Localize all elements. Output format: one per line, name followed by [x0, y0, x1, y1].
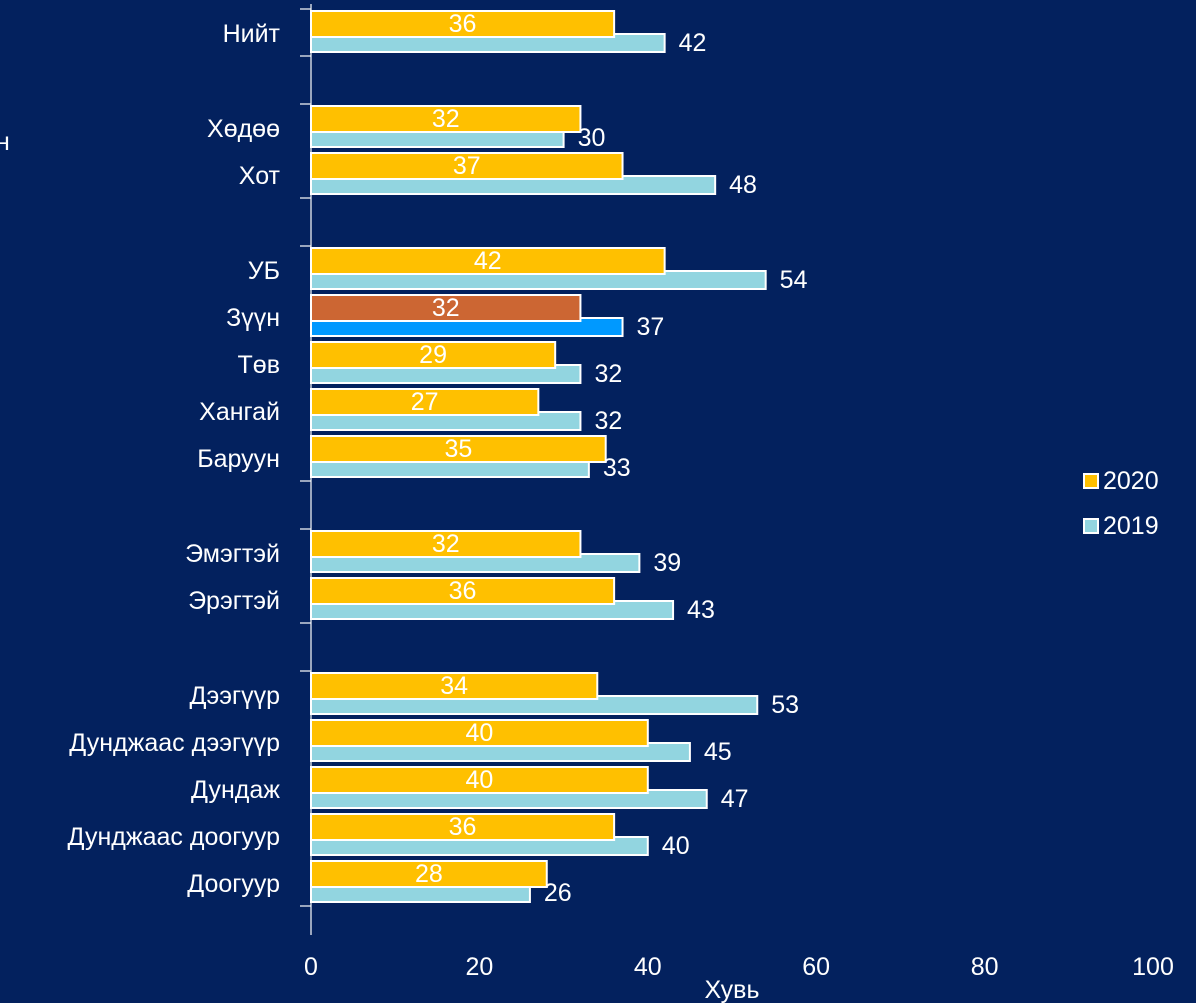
value-label-2020: 35: [444, 435, 472, 463]
category-label: Дунджаас доогуур: [68, 823, 281, 851]
legend-swatch: [1083, 518, 1099, 534]
value-label-2020: 36: [449, 813, 477, 841]
bar-2020: [310, 719, 649, 747]
value-label-2019: 42: [679, 29, 707, 57]
value-label-2020: 32: [432, 530, 460, 558]
category-label: Хот: [239, 162, 281, 190]
bar-2020: [310, 294, 582, 322]
legend: 2020 2019: [1083, 466, 1159, 556]
value-label-2020: 29: [419, 341, 447, 369]
x-tick-label: 0: [304, 953, 318, 981]
legend-item-2020: 2020: [1083, 466, 1159, 496]
x-tick-label: 40: [634, 953, 662, 981]
bar-2020: [310, 152, 624, 180]
x-tick-label: 100: [1132, 953, 1174, 981]
legend-item-2019: 2019: [1083, 511, 1159, 541]
value-label-2019: 32: [594, 407, 622, 435]
value-label-2020: 42: [474, 247, 502, 275]
value-label-2019: 53: [771, 691, 799, 719]
value-label-2019: 45: [704, 738, 732, 766]
category-label: Хангай: [199, 398, 280, 426]
value-label-2020: 36: [449, 10, 477, 38]
category-label: Зүүн: [226, 304, 280, 332]
value-label-2019: 54: [780, 266, 808, 294]
value-label-2019: 40: [662, 832, 690, 860]
category-label: Доогуур: [187, 870, 280, 898]
category-label: Төв: [238, 351, 280, 379]
bar-2020: [310, 530, 582, 558]
value-label-2019: 33: [603, 454, 631, 482]
value-label-2020: 40: [465, 766, 493, 794]
bar-2020: [310, 766, 649, 794]
value-label-2019: 47: [721, 785, 749, 813]
x-tick-label: 80: [971, 953, 999, 981]
value-label-2020: 27: [411, 388, 439, 416]
value-label-2019: 43: [687, 596, 715, 624]
category-label: Дундаж: [191, 776, 280, 804]
value-label-2019: 39: [653, 549, 681, 577]
value-label-2019: 30: [578, 124, 606, 152]
value-label-2020: 32: [432, 294, 460, 322]
value-label-2020: 34: [440, 672, 468, 700]
value-label-2019: 48: [729, 171, 757, 199]
bar-2020: [310, 105, 582, 133]
category-label: Баруун: [197, 445, 280, 473]
bar-2020: [310, 388, 540, 416]
value-label-2020: 36: [449, 577, 477, 605]
stray-text: н: [0, 128, 10, 156]
bar-2020: [310, 10, 616, 38]
value-label-2020: 37: [453, 152, 481, 180]
x-tick-label: 20: [465, 953, 493, 981]
category-label: Дунджаас дээгүүр: [69, 729, 280, 757]
category-label: Эмэгтэй: [185, 540, 280, 568]
bar-2020: [310, 341, 557, 369]
bar-2020: [310, 435, 607, 463]
category-label: Хөдөө: [207, 115, 280, 143]
bar-2020: [310, 813, 616, 841]
value-label-2019: 37: [637, 313, 665, 341]
value-label-2019: 32: [594, 360, 622, 388]
bar-2020: [310, 247, 666, 275]
category-label: Дээгүүр: [190, 682, 280, 710]
bar-2020: [310, 860, 548, 888]
bar-2020: [310, 577, 616, 605]
legend-swatch: [1083, 473, 1099, 489]
value-label-2020: 40: [465, 719, 493, 747]
category-label: УБ: [248, 257, 280, 285]
category-label: Эрэгтэй: [188, 587, 280, 615]
category-label: Нийт: [223, 20, 281, 48]
legend-label: 2019: [1103, 511, 1159, 540]
legend-label: 2020: [1103, 466, 1159, 495]
bar-2020: [310, 672, 599, 700]
value-label-2019: 26: [544, 879, 572, 907]
x-tick-label: 60: [802, 953, 830, 981]
plot-area: Нийт 36 42 Хөдөө 32 30 Хот 37 48 УБ 42 54 Зүүн 32 37 Тө…: [68, 4, 1174, 981]
x-axis-title: Хувь: [705, 976, 760, 1003]
value-label-2020: 28: [415, 860, 443, 888]
value-label-2020: 32: [432, 105, 460, 133]
